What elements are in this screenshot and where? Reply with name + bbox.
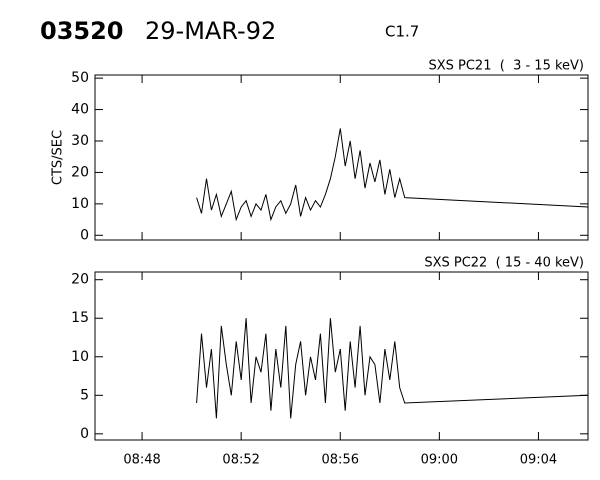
y-tick-label: 5 [80, 387, 89, 403]
event-date: 29-MAR-92 [145, 17, 276, 45]
panel-title: SXS PC21 ( 3 - 15 keV) [428, 59, 584, 74]
panel-title: SXS PC22 ( 15 - 40 keV) [424, 256, 584, 271]
x-tick-label: 08:56 [322, 453, 359, 468]
x-tick-label: 08:48 [123, 453, 160, 468]
y-tick-label: 20 [71, 164, 89, 180]
data-line [196, 128, 589, 222]
y-tick-label: 30 [71, 133, 89, 149]
y-tick-label: 0 [80, 227, 89, 243]
y-axis-label: CTS/SEC [51, 130, 66, 185]
x-tick-label: 09:00 [421, 453, 458, 468]
plot-frame [94, 74, 589, 241]
event-id: 03520 [40, 17, 124, 45]
y-tick-label: 40 [71, 102, 89, 118]
y-tick-label: 10 [71, 196, 89, 212]
y-tick-label: 15 [71, 310, 89, 326]
flare-class: C1.7 [385, 23, 419, 41]
x-tick-label: 09:04 [520, 453, 557, 468]
data-line [196, 318, 589, 419]
plot-frame [94, 271, 589, 441]
y-tick-label: 0 [80, 426, 89, 442]
x-tick-label: 08:52 [222, 453, 259, 468]
y-tick-label: 10 [71, 349, 89, 365]
y-tick-label: 20 [71, 272, 89, 288]
y-tick-label: 50 [71, 70, 89, 86]
